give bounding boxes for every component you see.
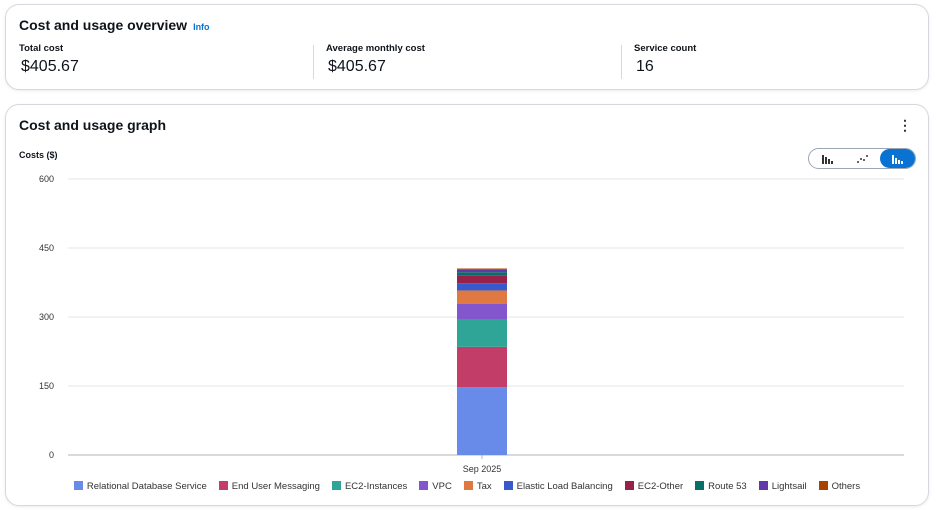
bar-segment — [457, 303, 507, 320]
legend-item[interactable]: Tax — [463, 481, 492, 492]
y-axis-label: Costs ($) — [19, 150, 58, 160]
bar-chart-icon[interactable] — [809, 149, 844, 168]
cost-overview-panel: Cost and usage overview Info Total cost $4… — [5, 4, 929, 90]
legend-item[interactable]: Elastic Load Balancing — [503, 481, 613, 492]
legend-item[interactable]: EC2-Other — [624, 481, 684, 492]
legend-item[interactable]: Route 53 — [695, 481, 747, 492]
y-tick-label: 0 — [49, 450, 54, 460]
bar-segment — [457, 269, 507, 273]
more-options-icon[interactable]: ⋮ — [898, 117, 912, 133]
stacked-bar-chart-icon[interactable] — [879, 149, 915, 168]
bar-segment — [457, 319, 507, 347]
overview-title: Cost and usage overview Info — [19, 17, 210, 33]
legend-swatch — [218, 481, 228, 490]
y-tick-label: 150 — [39, 381, 54, 391]
legend-swatch — [463, 481, 473, 490]
legend-label: EC2-Instances — [344, 481, 408, 492]
legend-swatch — [419, 481, 429, 490]
bar-segment — [457, 346, 507, 388]
cost-graph-panel: Cost and usage graph ⋮ Costs ($) 0 150 300… — [5, 104, 929, 506]
chart-type-toggle — [808, 148, 916, 169]
legend-item[interactable]: Others — [818, 481, 861, 492]
legend-item[interactable]: EC2-Instances — [331, 481, 408, 492]
legend-item[interactable]: Relational Database Service — [73, 481, 207, 492]
legend-swatch — [695, 481, 705, 490]
divider — [313, 45, 314, 79]
legend-label: Lightsail — [771, 481, 807, 492]
legend-swatch — [818, 481, 828, 490]
legend-swatch — [758, 481, 768, 490]
legend-item[interactable]: End User Messaging — [218, 481, 320, 492]
legend-label: Elastic Load Balancing — [516, 481, 613, 492]
y-tick-label: 450 — [39, 243, 54, 253]
legend-label: Tax — [476, 481, 492, 492]
y-tick-label: 300 — [39, 312, 54, 322]
legend-label: Relational Database Service — [86, 481, 207, 492]
legend-swatch — [73, 481, 83, 490]
legend-label: Route 53 — [708, 481, 747, 492]
bar-segment — [457, 290, 507, 304]
graph-title: Cost and usage graph — [19, 117, 167, 133]
legend-swatch — [503, 481, 513, 490]
bar-segment — [457, 387, 507, 455]
y-tick-label: 600 — [39, 174, 54, 184]
line-chart-icon[interactable] — [844, 149, 879, 168]
legend-label: VPC — [432, 481, 452, 492]
service-count: Service count 16 — [634, 43, 697, 75]
average-monthly-cost: Average monthly cost $405.67 — [326, 43, 425, 75]
legend-swatch — [624, 481, 634, 490]
legend-item[interactable]: VPC — [419, 481, 452, 492]
x-tick-label: Sep 2025 — [463, 464, 502, 474]
legend-label: EC2-Other — [637, 481, 684, 492]
bar-segment — [457, 283, 507, 291]
stacked-bar-chart: 0 150 300 450 600 Sep 2025 — [39, 174, 904, 474]
bar-segment — [457, 268, 507, 270]
legend-item[interactable]: Lightsail — [758, 481, 807, 492]
bar-segment — [457, 275, 507, 284]
total-cost: Total cost $405.67 — [19, 43, 79, 75]
bar-segment — [457, 272, 507, 276]
legend-swatch — [331, 481, 341, 490]
legend-label: End User Messaging — [231, 481, 320, 492]
divider — [621, 45, 622, 79]
chart-legend: Relational Database Service End User Mess… — [6, 481, 928, 492]
info-link[interactable]: Info — [193, 22, 210, 32]
legend-label: Others — [831, 481, 861, 492]
